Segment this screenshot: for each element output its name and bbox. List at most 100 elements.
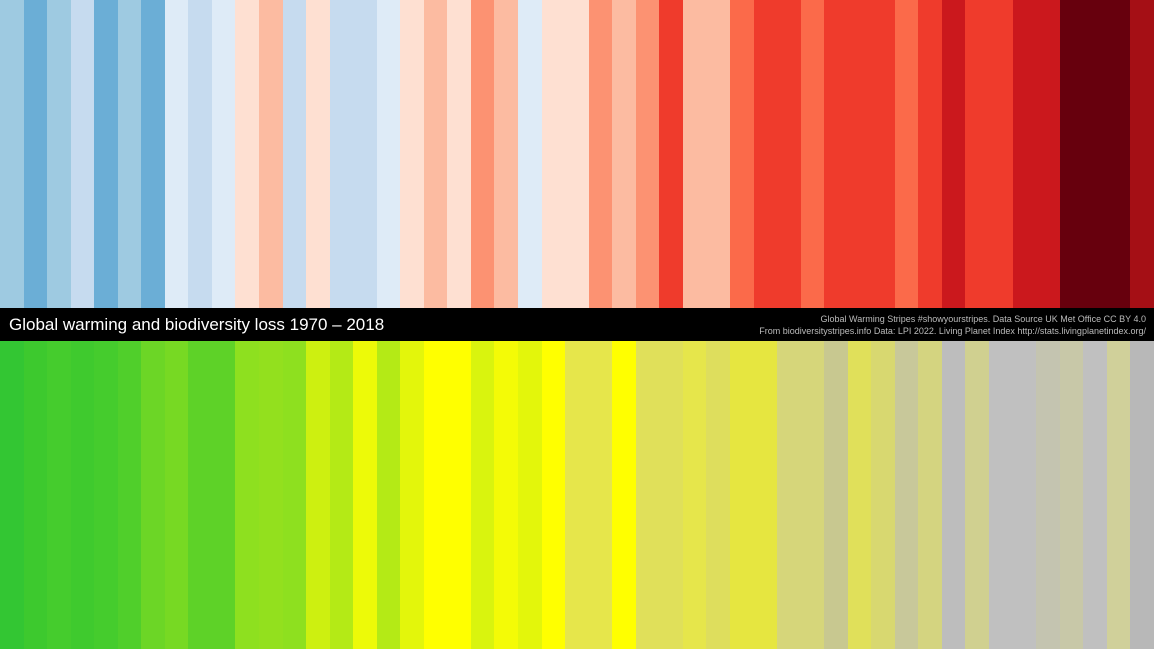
- stripe: [965, 0, 989, 308]
- stripe: [47, 341, 71, 649]
- stripe: [306, 0, 330, 308]
- stripe: [282, 0, 307, 308]
- stripe: [164, 341, 189, 649]
- warming-stripes: [0, 0, 1154, 308]
- stripe: [47, 0, 71, 308]
- stripe: [400, 341, 424, 649]
- stripe: [423, 0, 448, 308]
- stripe: [1130, 341, 1154, 649]
- stripe: [941, 0, 966, 308]
- stripe: [23, 0, 48, 308]
- stripe: [871, 0, 895, 308]
- stripe: [423, 341, 448, 649]
- stripe: [729, 341, 754, 649]
- stripe: [635, 0, 660, 308]
- caption-bar: Global warming and biodiversity loss 197…: [0, 308, 1154, 341]
- stripe: [918, 341, 942, 649]
- stripe: [824, 341, 848, 649]
- stripe: [188, 341, 212, 649]
- stripe: [1036, 0, 1060, 308]
- stripe: [1130, 0, 1154, 308]
- stripe: [400, 0, 424, 308]
- stripe: [211, 0, 236, 308]
- stripe: [894, 0, 919, 308]
- stripe: [635, 341, 660, 649]
- stripe: [588, 0, 613, 308]
- stripe: [235, 0, 260, 308]
- stripe: [706, 0, 730, 308]
- stripe: [141, 0, 165, 308]
- stripe: [447, 0, 471, 308]
- stripe: [1106, 0, 1131, 308]
- stripe: [1083, 0, 1107, 308]
- stripe: [847, 341, 872, 649]
- credits: Global Warming Stripes #showyourstripes.…: [759, 313, 1146, 337]
- credit-line: Global Warming Stripes #showyourstripes.…: [820, 313, 1146, 324]
- stripe: [70, 0, 95, 308]
- stripe: [282, 341, 307, 649]
- stripe: [259, 0, 283, 308]
- stripe: [659, 341, 683, 649]
- stripe: [565, 341, 589, 649]
- stripe: [235, 341, 260, 649]
- stripe: [0, 341, 24, 649]
- stripe: [753, 341, 778, 649]
- stripe: [470, 341, 495, 649]
- stripe: [1106, 341, 1131, 649]
- stripe: [23, 341, 48, 649]
- stripe: [1059, 341, 1084, 649]
- stripe: [376, 341, 401, 649]
- stripe: [70, 341, 95, 649]
- stripe: [894, 341, 919, 649]
- stripe: [824, 0, 848, 308]
- stripe: [659, 0, 683, 308]
- stripe: [988, 341, 1013, 649]
- stripe: [941, 341, 966, 649]
- stripe: [682, 341, 707, 649]
- stripe: [447, 341, 471, 649]
- stripe: [1012, 0, 1037, 308]
- stripe: [518, 341, 542, 649]
- stripe: [211, 341, 236, 649]
- stripe: [494, 0, 519, 308]
- stripe: [753, 0, 778, 308]
- stripe: [376, 0, 401, 308]
- stripe: [353, 0, 377, 308]
- stripe: [94, 0, 118, 308]
- stripe: [0, 0, 24, 308]
- stripe: [847, 0, 872, 308]
- stripe: [965, 341, 989, 649]
- credit-line: From biodiversitystripes.info Data: LPI …: [759, 325, 1146, 336]
- stripe: [117, 341, 142, 649]
- stripe: [612, 341, 636, 649]
- stripe: [918, 0, 942, 308]
- title: Global warming and biodiversity loss 197…: [9, 314, 385, 334]
- stripe: [706, 341, 730, 649]
- stripe: [612, 0, 636, 308]
- stripe: [518, 0, 542, 308]
- stripe: [141, 341, 165, 649]
- stripe: [306, 341, 330, 649]
- stripe: [188, 0, 212, 308]
- stripe: [588, 341, 613, 649]
- stripe: [470, 0, 495, 308]
- stripe: [541, 341, 566, 649]
- stripe: [329, 341, 354, 649]
- stripe: [94, 341, 118, 649]
- stripe: [353, 341, 377, 649]
- stripe: [259, 341, 283, 649]
- stripe: [1083, 341, 1107, 649]
- stripe: [777, 0, 801, 308]
- stripe: [164, 0, 189, 308]
- stripe: [541, 0, 566, 308]
- biodiversity-stripes: [0, 341, 1154, 649]
- stripe: [565, 0, 589, 308]
- stripe: [1059, 0, 1084, 308]
- stripe: [1036, 341, 1060, 649]
- stripe: [329, 0, 354, 308]
- stripe: [871, 341, 895, 649]
- stripe: [682, 0, 707, 308]
- stripe: [800, 0, 825, 308]
- stripe: [1012, 341, 1037, 649]
